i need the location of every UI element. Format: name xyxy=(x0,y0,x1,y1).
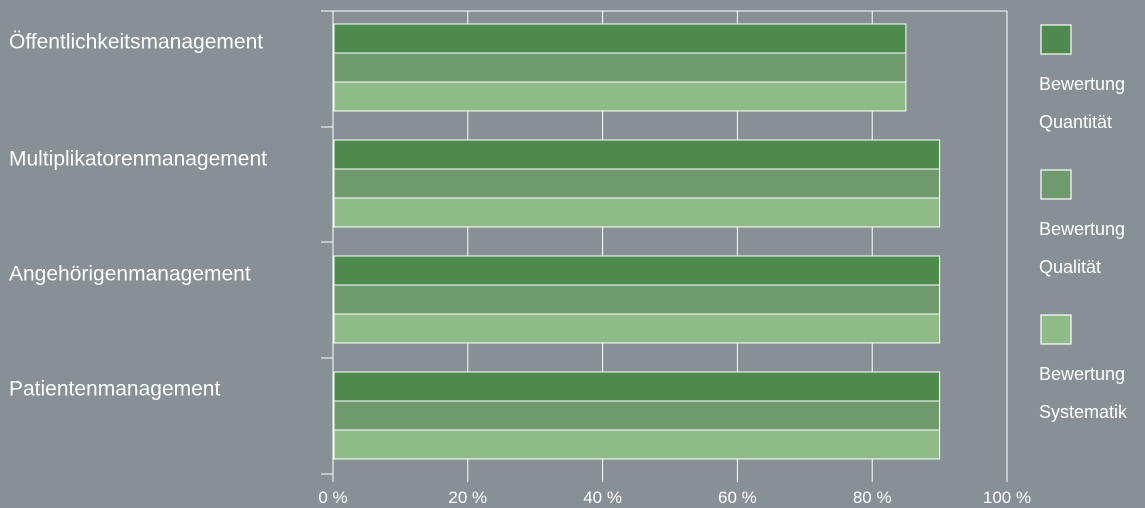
legend-label: Qualität xyxy=(1039,257,1101,277)
category-label: Patientenmanagement xyxy=(9,378,220,401)
bar xyxy=(333,400,941,431)
bar xyxy=(333,23,907,54)
x-tick-label: 40 % xyxy=(583,488,622,507)
bar xyxy=(333,81,907,112)
x-tick-label: 100 % xyxy=(983,488,1031,507)
x-tick-label: 60 % xyxy=(718,488,757,507)
category-label: Multiplikatorenmanagement xyxy=(9,148,267,171)
bar xyxy=(333,429,941,460)
bar xyxy=(333,52,907,83)
bar xyxy=(333,255,941,286)
x-tick-label: 20 % xyxy=(448,488,487,507)
legend-swatch xyxy=(1040,169,1072,200)
legend-label: Systematik xyxy=(1039,402,1128,422)
legend-swatch xyxy=(1040,314,1072,345)
legend-label: Bewertung xyxy=(1039,364,1125,384)
legend-label: Bewertung xyxy=(1039,219,1125,239)
category-label: Angehörigenmanagement xyxy=(9,263,251,286)
bar xyxy=(333,168,941,199)
x-tick-label: 0 % xyxy=(318,488,347,507)
bar xyxy=(333,197,941,228)
category-label: Öffentlichkeitsmanagement xyxy=(9,31,263,54)
bar xyxy=(333,139,941,170)
bar xyxy=(333,284,941,315)
bar xyxy=(333,313,941,344)
bar xyxy=(333,371,941,402)
x-tick-label: 80 % xyxy=(853,488,892,507)
legend-label: Quantität xyxy=(1039,112,1112,132)
legend-swatch xyxy=(1040,24,1072,55)
legend-label: Bewertung xyxy=(1039,74,1125,94)
